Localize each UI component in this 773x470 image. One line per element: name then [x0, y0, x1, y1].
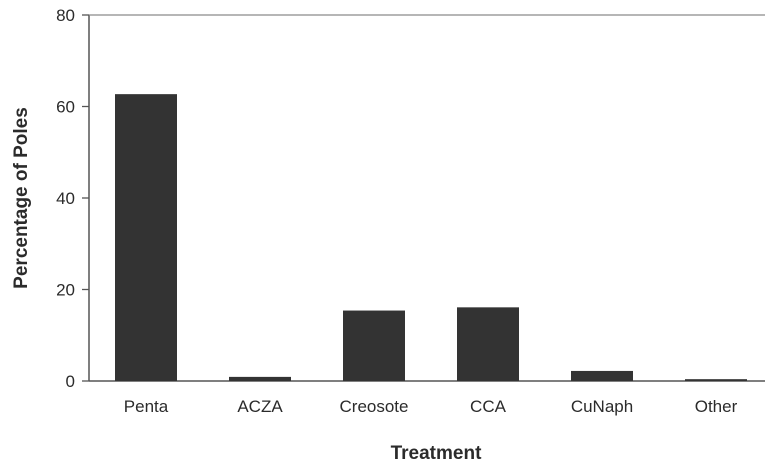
x-tick-label-other: Other	[695, 397, 738, 416]
x-tick-label-creosote: Creosote	[340, 397, 409, 416]
y-tick-label: 20	[56, 281, 75, 300]
bar-cunaph	[571, 370, 633, 381]
x-tick-label-cca: CCA	[470, 397, 507, 416]
bar-penta	[115, 94, 177, 382]
plot-frame	[88, 14, 765, 382]
bar-creosote	[343, 310, 405, 381]
x-axis-title: Treatment	[391, 443, 482, 464]
y-tick-label: 0	[66, 372, 75, 391]
bar-acza	[229, 376, 291, 381]
y-tick-label: 80	[56, 6, 75, 25]
y-tick-label: 40	[56, 189, 75, 208]
x-tick-label-cunaph: CuNaph	[571, 397, 633, 416]
bar-cca	[457, 307, 519, 381]
bars	[115, 94, 747, 382]
y-tick-label: 60	[56, 98, 75, 117]
x-tick-label-penta: Penta	[124, 397, 169, 416]
y-axis-title: Percentage of Poles	[11, 107, 32, 289]
bar-other	[685, 379, 747, 381]
x-axis-tick-labels: Penta ACZA Creosote CCA CuNaph Other	[124, 397, 738, 416]
x-tick-label-acza: ACZA	[237, 397, 283, 416]
y-axis-ticks: 0 20 40 60 80	[56, 6, 89, 391]
